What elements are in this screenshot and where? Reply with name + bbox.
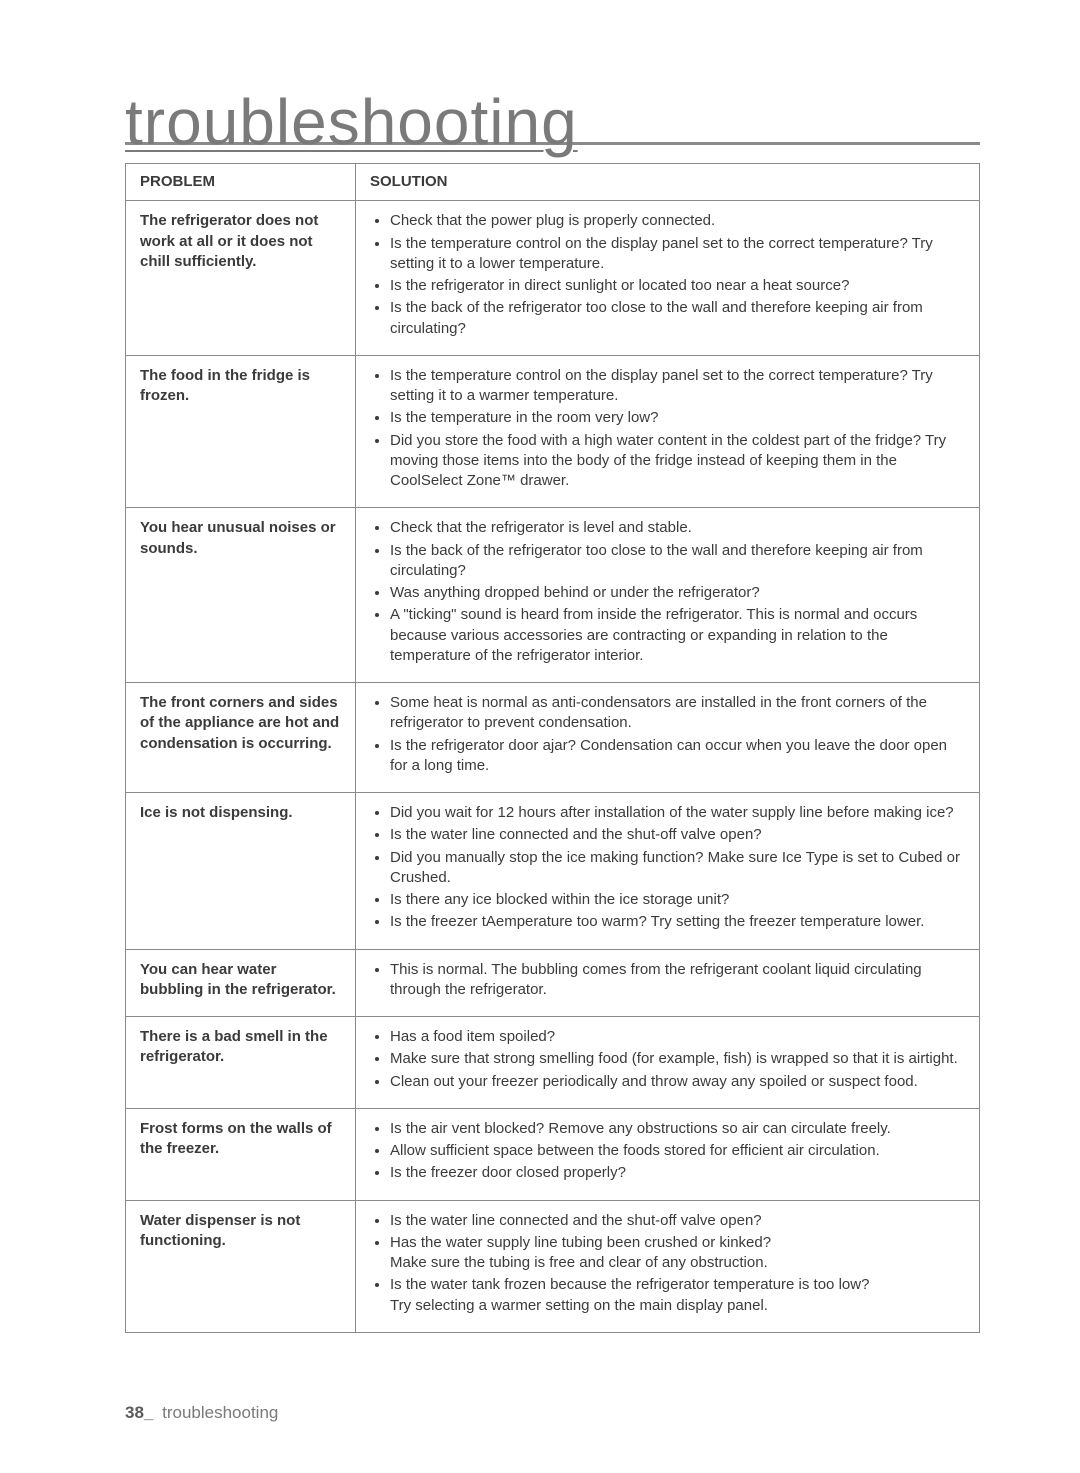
solution-item: Is the temperature in the room very low? bbox=[390, 408, 965, 428]
solution-cell: Check that the refrigerator is level and… bbox=[356, 508, 980, 683]
solution-list: Is the water line connected and the shut… bbox=[370, 1211, 965, 1316]
table-row: You can hear water bubbling in the refri… bbox=[126, 949, 980, 1017]
solution-cell: Check that the power plug is properly co… bbox=[356, 201, 980, 356]
solution-item: Allow sufficient space between the foods… bbox=[390, 1141, 965, 1161]
problem-cell: There is a bad smell in the refrigerator… bbox=[126, 1017, 356, 1109]
solution-item: Did you wait for 12 hours after installa… bbox=[390, 803, 965, 823]
solution-item: Has the water supply line tubing been cr… bbox=[390, 1233, 965, 1274]
solution-item: Is the refrigerator door ajar? Condensat… bbox=[390, 736, 965, 777]
problem-cell: The food in the fridge is frozen. bbox=[126, 355, 356, 508]
solution-item: Is there any ice blocked within the ice … bbox=[390, 890, 965, 910]
problem-cell: You can hear water bubbling in the refri… bbox=[126, 949, 356, 1017]
table-row: Water dispenser is not functioning. Is th… bbox=[126, 1200, 980, 1332]
solution-cell: Is the air vent blocked? Remove any obst… bbox=[356, 1108, 980, 1200]
solution-item: Some heat is normal as anti-condensators… bbox=[390, 693, 965, 734]
solution-item: Did you manually stop the ice making fun… bbox=[390, 848, 965, 889]
title-wrap: troubleshooting bbox=[125, 90, 980, 145]
problem-cell: Ice is not dispensing. bbox=[126, 793, 356, 950]
solution-item: Is the temperature control on the displa… bbox=[390, 366, 965, 407]
problem-cell: The front corners and sides of the appli… bbox=[126, 683, 356, 793]
solution-item: Did you store the food with a high water… bbox=[390, 431, 965, 492]
solution-item: A "ticking" sound is heard from inside t… bbox=[390, 605, 965, 666]
solution-item: Is the air vent blocked? Remove any obst… bbox=[390, 1119, 965, 1139]
solution-list: Some heat is normal as anti-condensators… bbox=[370, 693, 965, 776]
solution-cell: Did you wait for 12 hours after installa… bbox=[356, 793, 980, 950]
solution-cell: This is normal. The bubbling comes from … bbox=[356, 949, 980, 1017]
solution-list: Is the air vent blocked? Remove any obst… bbox=[370, 1119, 965, 1184]
solution-cell: Has a food item spoiled?Make sure that s… bbox=[356, 1017, 980, 1109]
solution-item: Clean out your freezer periodically and … bbox=[390, 1072, 965, 1092]
solution-cell: Is the temperature control on the displa… bbox=[356, 355, 980, 508]
header-problem: PROBLEM bbox=[126, 164, 356, 201]
page-footer: 38_ troubleshooting bbox=[125, 1403, 278, 1423]
solution-item: Check that the refrigerator is level and… bbox=[390, 518, 965, 538]
footer-label: troubleshooting bbox=[162, 1403, 278, 1422]
page-number: 38_ bbox=[125, 1403, 153, 1422]
table-row: You hear unusual noises or sounds. Check … bbox=[126, 508, 980, 683]
solution-item: Is the water line connected and the shut… bbox=[390, 825, 965, 845]
table-row: The refrigerator does not work at all or… bbox=[126, 201, 980, 356]
solution-item: Make sure that strong smelling food (for… bbox=[390, 1049, 965, 1069]
problem-cell: Frost forms on the walls of the freezer. bbox=[126, 1108, 356, 1200]
header-solution: SOLUTION bbox=[356, 164, 980, 201]
solution-item: Is the water tank frozen because the ref… bbox=[390, 1275, 965, 1316]
problem-cell: The refrigerator does not work at all or… bbox=[126, 201, 356, 356]
table-row: Frost forms on the walls of the freezer.… bbox=[126, 1108, 980, 1200]
solution-list: Check that the power plug is properly co… bbox=[370, 211, 965, 339]
page-title: troubleshooting bbox=[125, 90, 980, 154]
solution-list: Is the temperature control on the displa… bbox=[370, 366, 965, 492]
troubleshooting-table: PROBLEM SOLUTION The refrigerator does n… bbox=[125, 163, 980, 1333]
table-row: The food in the fridge is frozen. Is the … bbox=[126, 355, 980, 508]
solution-item: Is the back of the refrigerator too clos… bbox=[390, 298, 965, 339]
solution-item: Is the back of the refrigerator too clos… bbox=[390, 541, 965, 582]
solution-cell: Is the water line connected and the shut… bbox=[356, 1200, 980, 1332]
solution-item: Was anything dropped behind or under the… bbox=[390, 583, 965, 603]
page: troubleshooting PROBLEM SOLUTION The ref… bbox=[0, 0, 1080, 1473]
solution-item: Is the water line connected and the shut… bbox=[390, 1211, 965, 1231]
solution-list: Has a food item spoiled?Make sure that s… bbox=[370, 1027, 965, 1092]
solution-item: This is normal. The bubbling comes from … bbox=[390, 960, 965, 1001]
table-row: The front corners and sides of the appli… bbox=[126, 683, 980, 793]
solution-item: Is the freezer tAemperature too warm? Tr… bbox=[390, 912, 965, 932]
table-header-row: PROBLEM SOLUTION bbox=[126, 164, 980, 201]
table-row: There is a bad smell in the refrigerator… bbox=[126, 1017, 980, 1109]
solution-list: This is normal. The bubbling comes from … bbox=[370, 960, 965, 1001]
solution-item: Is the refrigerator in direct sunlight o… bbox=[390, 276, 965, 296]
solution-cell: Some heat is normal as anti-condensators… bbox=[356, 683, 980, 793]
solution-item: Check that the power plug is properly co… bbox=[390, 211, 965, 231]
solution-list: Check that the refrigerator is level and… bbox=[370, 518, 965, 666]
solution-item: Has a food item spoiled? bbox=[390, 1027, 965, 1047]
solution-list: Did you wait for 12 hours after installa… bbox=[370, 803, 965, 933]
solution-item: Is the freezer door closed properly? bbox=[390, 1163, 965, 1183]
problem-cell: You hear unusual noises or sounds. bbox=[126, 508, 356, 683]
solution-item: Is the temperature control on the displa… bbox=[390, 234, 965, 275]
problem-cell: Water dispenser is not functioning. bbox=[126, 1200, 356, 1332]
table-row: Ice is not dispensing. Did you wait for 1… bbox=[126, 793, 980, 950]
